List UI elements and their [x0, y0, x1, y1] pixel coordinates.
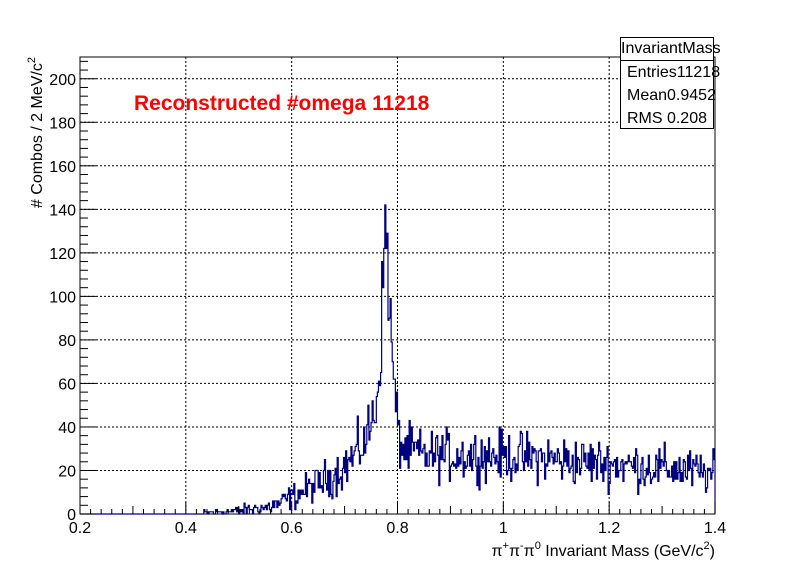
x-tick-label: 1.2 — [598, 520, 620, 537]
stats-value: 11218 — [676, 64, 721, 81]
x-tick-label: 0.6 — [281, 520, 303, 537]
x-tick-label: 0.8 — [386, 520, 408, 537]
stats-label: Mean — [627, 87, 668, 104]
y-tick-label: 0 — [67, 507, 76, 524]
stats-box: InvariantMass Entries 11218 Mean 0.9452 … — [620, 37, 721, 130]
stats-label: RMS — [627, 110, 663, 127]
x-tick-label: 0.2 — [69, 520, 91, 537]
stats-value: 0.208 — [666, 110, 707, 127]
stats-label: Entries — [627, 64, 677, 81]
y-tick-label: 60 — [58, 376, 76, 393]
y-tick-label: 200 — [49, 72, 76, 89]
stats-value: 0.9452 — [667, 87, 716, 104]
x-tick-label: 1.4 — [704, 520, 726, 537]
x-axis-ticks: 0.2 0.4 0.6 0.8 1 1.2 1.4 — [69, 502, 726, 537]
stats-row-rms: RMS 0.208 — [621, 107, 713, 130]
grid-lines — [79, 57, 716, 515]
stats-row-mean: Mean 0.9452 — [621, 84, 716, 107]
y-tick-label: 140 — [49, 202, 76, 219]
y-tick-label: 100 — [49, 289, 76, 306]
x-tick-label: 0.4 — [175, 520, 197, 537]
stats-title: InvariantMass — [621, 38, 721, 61]
y-axis-title: # Combos / 2 MeV/c2 — [26, 57, 46, 208]
y-axis-ticks: 0 20 40 60 80 100 120 140 160 180 200 — [49, 60, 96, 524]
x-tick-label: 1 — [499, 520, 508, 537]
chart-annotation: Reconstructed #omega 11218 — [134, 92, 430, 115]
y-tick-label: 40 — [58, 420, 76, 437]
y-tick-label: 160 — [49, 159, 76, 176]
histogram-line — [80, 204, 716, 515]
y-tick-label: 180 — [49, 115, 76, 132]
y-tick-label: 20 — [58, 463, 76, 480]
x-axis-title: π+π-π0 Invariant Mass (GeV/c2) — [491, 540, 715, 560]
stats-row-entries: Entries 11218 — [621, 61, 720, 84]
y-tick-label: 80 — [58, 333, 76, 350]
y-tick-label: 120 — [49, 246, 76, 263]
